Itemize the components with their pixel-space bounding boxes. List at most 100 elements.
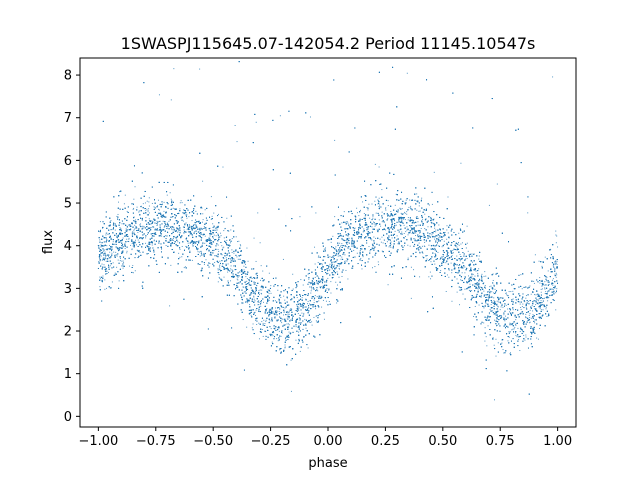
data-point xyxy=(335,246,337,248)
data-point xyxy=(134,186,136,188)
data-point xyxy=(387,205,389,207)
data-point xyxy=(115,254,117,256)
data-point xyxy=(111,229,113,231)
data-point xyxy=(121,223,123,225)
data-point xyxy=(231,260,233,262)
data-point xyxy=(114,272,116,274)
data-point xyxy=(529,285,531,287)
data-point xyxy=(99,277,101,279)
data-point xyxy=(362,231,364,233)
data-point xyxy=(249,309,251,311)
data-point xyxy=(263,301,265,303)
data-point xyxy=(217,254,219,256)
data-point xyxy=(375,212,377,214)
data-point xyxy=(434,253,436,255)
data-point xyxy=(258,290,260,292)
data-point xyxy=(419,210,421,212)
data-point xyxy=(418,205,420,207)
data-point xyxy=(298,310,300,312)
data-point xyxy=(282,318,284,320)
data-point xyxy=(115,242,117,244)
data-point xyxy=(402,213,404,215)
data-point xyxy=(249,279,251,281)
data-point xyxy=(419,251,421,253)
data-point xyxy=(459,253,461,255)
data-point xyxy=(230,268,232,270)
data-point xyxy=(424,241,426,243)
data-point xyxy=(430,261,432,263)
data-point xyxy=(157,229,159,231)
data-point xyxy=(219,260,221,262)
data-point xyxy=(477,274,479,276)
data-point xyxy=(223,230,225,232)
data-point xyxy=(516,336,518,338)
data-point xyxy=(521,288,523,290)
data-point xyxy=(323,248,325,250)
data-point xyxy=(338,268,340,270)
data-point xyxy=(422,222,424,224)
data-point xyxy=(124,247,126,249)
data-point xyxy=(475,270,477,272)
data-point xyxy=(544,288,546,290)
data-point xyxy=(240,245,242,247)
data-point xyxy=(544,287,546,289)
data-point xyxy=(464,272,466,274)
data-point xyxy=(265,320,267,322)
data-point xyxy=(428,204,430,206)
data-point xyxy=(218,265,220,267)
data-point xyxy=(193,228,195,230)
data-point xyxy=(267,291,269,293)
data-point xyxy=(320,295,322,297)
data-point xyxy=(168,220,170,222)
data-point xyxy=(235,236,237,238)
data-point xyxy=(324,256,326,258)
data-point xyxy=(223,246,225,248)
data-point xyxy=(331,257,333,259)
data-point xyxy=(301,322,303,324)
data-point xyxy=(456,291,458,293)
data-point xyxy=(360,246,362,247)
data-point xyxy=(132,265,134,267)
data-point xyxy=(127,224,129,226)
data-point xyxy=(128,265,130,267)
data-point xyxy=(508,291,510,293)
data-point xyxy=(377,200,379,202)
data-point xyxy=(119,260,121,262)
data-point xyxy=(100,246,102,248)
data-point xyxy=(307,347,309,349)
data-point xyxy=(318,262,320,264)
data-point xyxy=(507,308,509,310)
data-point xyxy=(489,308,491,310)
data-point xyxy=(218,213,220,215)
data-point xyxy=(547,300,549,302)
data-point xyxy=(179,202,181,204)
data-point xyxy=(128,238,130,240)
data-point xyxy=(110,229,112,231)
data-point xyxy=(229,239,231,241)
data-point xyxy=(461,257,463,259)
data-point xyxy=(203,226,205,228)
data-point xyxy=(407,217,409,219)
data-point xyxy=(286,323,288,325)
data-point xyxy=(425,239,427,241)
data-point xyxy=(424,213,426,215)
data-point xyxy=(309,303,311,305)
data-point xyxy=(287,323,289,325)
data-point xyxy=(258,322,260,324)
data-point xyxy=(256,323,258,325)
data-point xyxy=(245,287,247,289)
data-point xyxy=(472,273,474,275)
data-point xyxy=(386,241,388,243)
data-point xyxy=(299,322,301,324)
data-point xyxy=(456,246,458,248)
data-point xyxy=(177,221,179,223)
data-point xyxy=(126,238,128,240)
data-point xyxy=(374,225,376,227)
data-point xyxy=(167,256,169,258)
data-point xyxy=(518,301,520,303)
data-point xyxy=(554,273,556,275)
data-point xyxy=(346,260,348,262)
data-point xyxy=(503,317,505,319)
data-point xyxy=(269,320,271,322)
data-point xyxy=(202,213,204,215)
